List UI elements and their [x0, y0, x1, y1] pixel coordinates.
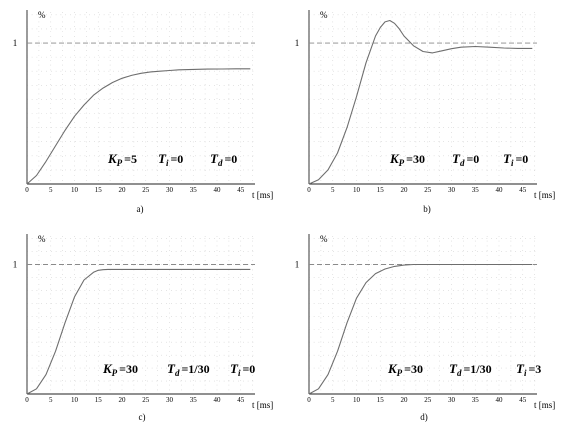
- controller-parameter: Td =1/30: [449, 361, 492, 378]
- x-tick-label: 25: [424, 396, 432, 404]
- controller-parameter: Td =0: [452, 151, 479, 168]
- x-tick-label: 25: [142, 396, 150, 404]
- x-tick-label: 35: [190, 396, 198, 404]
- x-axis-label: t [ms]: [534, 190, 555, 200]
- controller-parameter: Ti =3: [516, 361, 541, 378]
- chart-panel: 0 5 10 15 20 25 30 35 40 45 1% t [ms] d) KP =30 Td =1/30…: [295, 234, 555, 422]
- x-tick-label: 35: [190, 186, 198, 194]
- x-tick-label: 0: [307, 396, 311, 404]
- x-tick-label: 0: [25, 186, 29, 194]
- chart-panel: 0 5 10 15 20 25 30 35 40 45 1% t [ms] c) KP =30 Td =1/30…: [13, 234, 273, 422]
- controller-parameter: Td =1/30: [167, 361, 210, 378]
- x-tick-label: 25: [142, 186, 150, 194]
- x-tick-label: 20: [119, 396, 127, 404]
- controller-parameter: Ti =0: [230, 361, 255, 378]
- x-tick-label: 35: [472, 186, 480, 194]
- controller-parameter: Ti =0: [503, 151, 528, 168]
- x-tick-label: 20: [401, 186, 409, 194]
- x-tick-label: 30: [166, 186, 174, 194]
- x-tick-label: 20: [119, 186, 127, 194]
- x-tick-label: 35: [472, 396, 480, 404]
- y-tick-label: 1: [13, 259, 18, 269]
- x-tick-label: 15: [377, 396, 385, 404]
- x-tick-label: 10: [71, 186, 79, 194]
- x-tick-label: 40: [496, 186, 504, 194]
- x-tick-label: 10: [353, 396, 361, 404]
- response-curve: [26, 68, 251, 185]
- chart-panel: 0 5 10 15 20 25 30 35 40 45 1% t [ms] b) KP =30 Td =0 Ti =…: [295, 10, 555, 214]
- y-unit-label: %: [38, 10, 46, 20]
- y-unit-label: %: [320, 234, 328, 244]
- x-tick-label: 20: [401, 396, 409, 404]
- chart-panel: 0 5 10 15 20 25 30 35 40 45 1% t [ms] a) KP =5 Ti =0 Td =0: [13, 10, 273, 214]
- x-tick-label: 25: [424, 186, 432, 194]
- x-tick-label: 40: [496, 396, 504, 404]
- x-tick-label: 10: [71, 396, 79, 404]
- x-tick-label: 15: [377, 186, 385, 194]
- x-tick-label: 0: [25, 396, 29, 404]
- x-tick-label: 40: [214, 396, 222, 404]
- x-tick-label: 40: [214, 186, 222, 194]
- x-tick-label: 5: [331, 186, 335, 194]
- x-tick-label: 45: [237, 186, 245, 194]
- x-tick-label: 5: [331, 396, 335, 404]
- x-axis-label: t [ms]: [252, 190, 273, 200]
- controller-parameter: KP =30: [387, 361, 423, 378]
- panel-label: d): [420, 412, 428, 422]
- y-unit-label: %: [38, 234, 46, 244]
- x-tick-label: 5: [49, 186, 53, 194]
- y-unit-label: %: [320, 10, 328, 20]
- controller-parameter: KP =30: [389, 151, 425, 168]
- x-tick-label: 10: [353, 186, 361, 194]
- controller-parameter: KP =30: [102, 361, 138, 378]
- x-tick-label: 30: [166, 396, 174, 404]
- x-tick-label: 5: [49, 396, 53, 404]
- y-tick-label: 1: [295, 38, 300, 48]
- panel-label: a): [137, 204, 144, 214]
- panel-label: c): [139, 412, 146, 422]
- x-tick-label: 45: [519, 186, 527, 194]
- response-curve: [308, 263, 533, 395]
- response-curve: [308, 19, 533, 185]
- grid: [26, 236, 255, 394]
- x-axis-label: t [ms]: [252, 400, 273, 410]
- x-tick-label: 45: [519, 396, 527, 404]
- x-tick-label: 15: [95, 396, 103, 404]
- controller-parameter: Ti =0: [158, 151, 183, 168]
- controller-parameter: KP =5: [107, 151, 137, 168]
- panel-label: b): [423, 204, 431, 214]
- x-tick-label: 0: [307, 186, 311, 194]
- x-tick-label: 15: [95, 186, 103, 194]
- x-tick-label: 30: [448, 186, 456, 194]
- x-tick-label: 45: [237, 396, 245, 404]
- y-tick-label: 1: [13, 38, 18, 48]
- x-axis-label: t [ms]: [534, 400, 555, 410]
- response-curve: [26, 268, 251, 395]
- y-tick-label: 1: [295, 259, 300, 269]
- controller-parameter: Td =0: [210, 151, 237, 168]
- x-tick-label: 30: [448, 396, 456, 404]
